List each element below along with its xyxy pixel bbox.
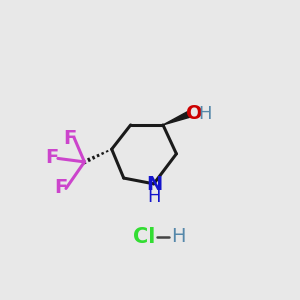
Text: F: F [63, 129, 76, 148]
Text: H: H [199, 105, 212, 123]
Text: F: F [46, 148, 59, 167]
Text: F: F [54, 178, 68, 197]
Text: H: H [147, 188, 161, 206]
Text: N: N [146, 176, 162, 194]
Text: Cl: Cl [133, 227, 156, 247]
Text: H: H [171, 227, 185, 247]
Polygon shape [163, 112, 190, 125]
Text: O: O [186, 104, 203, 123]
